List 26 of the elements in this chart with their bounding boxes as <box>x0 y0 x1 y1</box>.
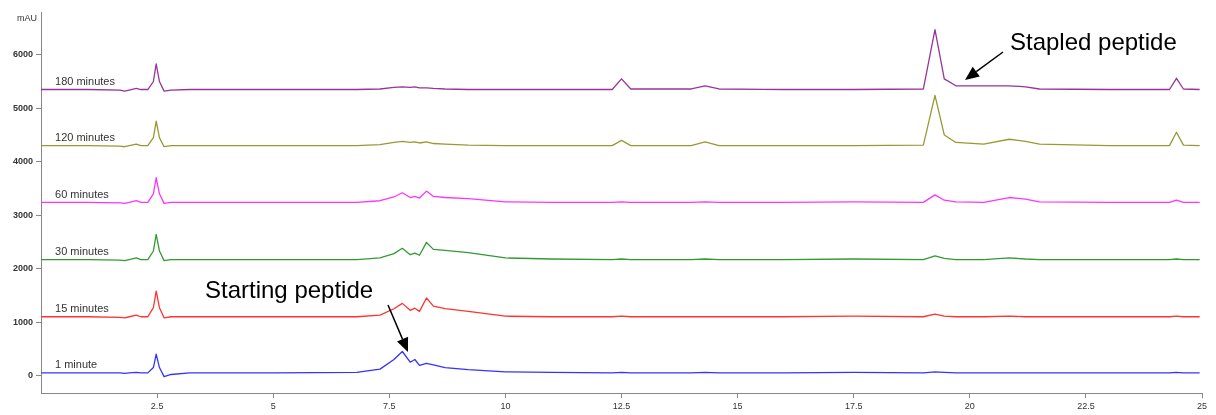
x-tick-label: 17.5 <box>844 401 863 412</box>
series-label: 15 minutes <box>55 302 110 315</box>
x-tick-label: 25 <box>1196 401 1208 412</box>
series-label: 30 minutes <box>55 245 110 258</box>
y-tick-label: 6000 <box>12 49 34 60</box>
series-label: 1 minute <box>55 358 98 371</box>
x-tick-label: 7.5 <box>383 401 396 412</box>
series-label: 120 minutes <box>55 131 116 144</box>
y-tick-label: 2000 <box>12 263 34 274</box>
y-tick-label: 3000 <box>12 209 34 220</box>
x-tick-label: 20 <box>964 401 975 412</box>
annotation: Starting peptide <box>205 276 374 303</box>
y-tick-label: 0 <box>28 370 34 381</box>
y-tick-label: 5000 <box>12 102 34 113</box>
y-axis-title: mAU <box>17 12 38 23</box>
x-tick-label: 2.5 <box>150 401 164 412</box>
x-tick-label: 22.5 <box>1077 401 1095 412</box>
y-tick-label: 1000 <box>12 316 34 327</box>
y-tick-label: 4000 <box>12 156 34 167</box>
series-label: 60 minutes <box>55 187 110 200</box>
x-tick-label: 15 <box>732 401 743 412</box>
x-tick-label: 5 <box>270 401 276 412</box>
x-tick-label: 10 <box>500 401 511 412</box>
x-tick-label: 12.5 <box>612 401 631 412</box>
series-label: 180 minutes <box>55 75 116 88</box>
annotation: Stapled peptide <box>1010 28 1177 55</box>
